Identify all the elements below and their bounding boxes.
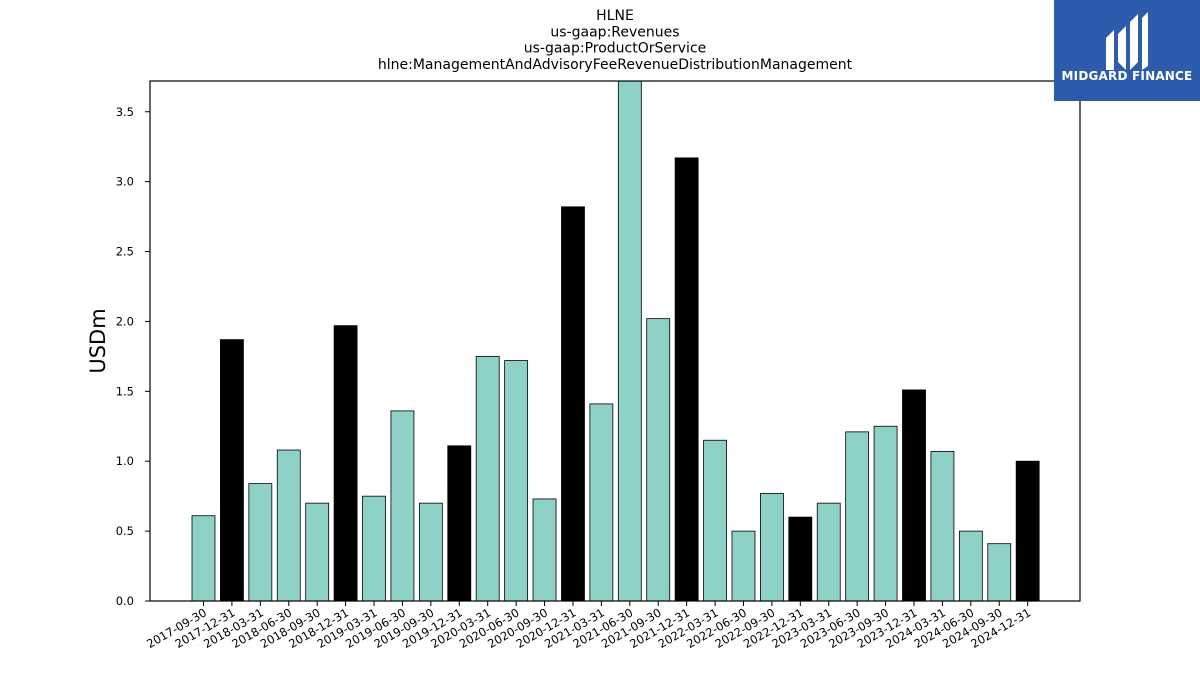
- title-line: HLNE: [596, 8, 634, 24]
- bar-2021-09-30: [646, 318, 671, 601]
- bar-2024-09-30: [987, 543, 1012, 601]
- y-tick-label: 2.0: [116, 314, 134, 328]
- bar-2023-09-30: [873, 425, 898, 601]
- bar-2018-03-31: [248, 483, 273, 601]
- y-tick-label: 0.5: [116, 524, 134, 538]
- plot-frame: [149, 80, 1081, 602]
- chart-title: HLNEus-gaap:Revenuesus-gaap:ProductOrSer…: [378, 8, 853, 73]
- brand-name: MIDGARD FINANCE: [1061, 69, 1193, 83]
- y-axis: 0.0 0.5 1.0 1.5 2.0 2.5 3.0 3.5: [116, 105, 150, 608]
- title-line: us-gaap:Revenues: [550, 24, 679, 40]
- midgard-logo-icon: [1106, 12, 1148, 70]
- bars-group: [191, 81, 1040, 601]
- bar-2021-03-31: [589, 403, 614, 601]
- bar-2020-03-31: [475, 355, 500, 601]
- bar-2017-12-31: [220, 339, 244, 601]
- bar-2022-09-30: [760, 492, 784, 601]
- y-tick-label: 1.0: [116, 454, 134, 468]
- y-tick-label: 3.5: [116, 105, 134, 119]
- y-axis-label: USDm: [86, 308, 110, 373]
- bar-2021-06-30: [617, 81, 642, 601]
- bar-2024-06-30: [958, 530, 983, 601]
- bar-2017-09-30: [191, 515, 216, 601]
- title-line: us-gaap:ProductOrService: [524, 41, 707, 57]
- bar-2018-09-30: [305, 502, 330, 601]
- bar-2023-12-31: [902, 389, 926, 601]
- bar-2019-12-31: [447, 445, 472, 601]
- x-axis: 2017-09-302017-12-312018-03-312018-06-30…: [144, 601, 1033, 651]
- bar-2018-06-30: [276, 449, 301, 601]
- brand-logo: MIDGARD FINANCE: [1054, 0, 1200, 101]
- y-tick-label: 1.5: [116, 384, 134, 398]
- bar-2020-06-30: [504, 360, 529, 601]
- y-tick-label: 3.0: [116, 175, 134, 189]
- bar-2023-06-30: [845, 431, 870, 601]
- bar-2024-12-31: [1015, 460, 1040, 601]
- bar-2020-09-30: [532, 498, 557, 601]
- bar-2022-06-30: [731, 530, 756, 601]
- bar-2018-12-31: [333, 325, 358, 601]
- bar-2019-06-30: [390, 410, 415, 601]
- y-tick-label: 0.0: [116, 594, 134, 608]
- y-tick-label: 2.5: [116, 245, 134, 259]
- bar-2022-12-31: [788, 516, 813, 601]
- bar-2021-12-31: [674, 157, 699, 601]
- title-line: hlne:ManagementAndAdvisoryFeeRevenueDist…: [378, 57, 853, 73]
- bar-2019-03-31: [362, 495, 386, 601]
- bar-2023-03-31: [816, 502, 841, 601]
- bar-2022-03-31: [703, 439, 727, 601]
- bar-2024-03-31: [930, 451, 955, 601]
- bar-2020-12-31: [561, 206, 585, 601]
- bar-2019-09-30: [418, 502, 443, 601]
